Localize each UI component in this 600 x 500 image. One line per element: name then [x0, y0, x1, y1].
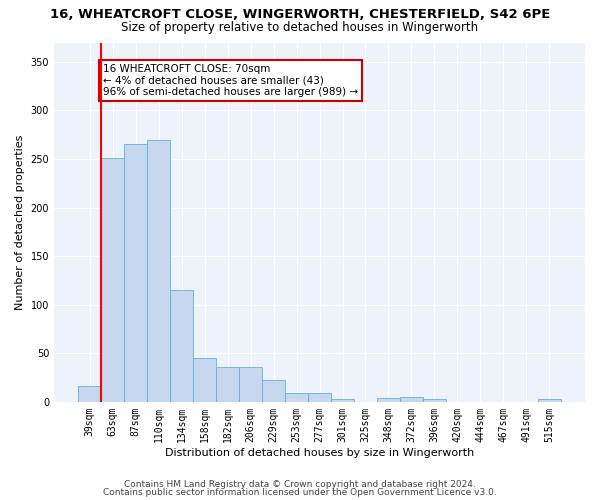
- Bar: [331, 399, 354, 402]
- Text: Contains public sector information licensed under the Open Government Licence v3: Contains public sector information licen…: [103, 488, 497, 497]
- Bar: [423, 399, 446, 402]
- Bar: [216, 367, 239, 402]
- Text: 16, WHEATCROFT CLOSE, WINGERWORTH, CHESTERFIELD, S42 6PE: 16, WHEATCROFT CLOSE, WINGERWORTH, CHEST…: [50, 8, 550, 20]
- Text: Size of property relative to detached houses in Wingerworth: Size of property relative to detached ho…: [121, 21, 479, 34]
- Bar: [147, 140, 170, 402]
- Bar: [262, 380, 285, 402]
- Bar: [78, 386, 101, 402]
- Bar: [285, 393, 308, 402]
- Bar: [239, 367, 262, 402]
- Bar: [400, 397, 423, 402]
- Bar: [308, 393, 331, 402]
- Bar: [124, 144, 147, 402]
- Y-axis label: Number of detached properties: Number of detached properties: [15, 134, 25, 310]
- Text: 16 WHEATCROFT CLOSE: 70sqm
← 4% of detached houses are smaller (43)
96% of semi-: 16 WHEATCROFT CLOSE: 70sqm ← 4% of detac…: [103, 64, 358, 97]
- X-axis label: Distribution of detached houses by size in Wingerworth: Distribution of detached houses by size …: [165, 448, 474, 458]
- Bar: [193, 358, 216, 402]
- Bar: [377, 398, 400, 402]
- Text: Contains HM Land Registry data © Crown copyright and database right 2024.: Contains HM Land Registry data © Crown c…: [124, 480, 476, 489]
- Bar: [538, 399, 561, 402]
- Bar: [101, 158, 124, 402]
- Bar: [170, 290, 193, 402]
